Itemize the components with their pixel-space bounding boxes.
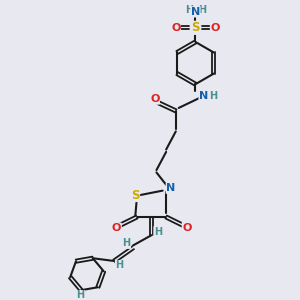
- Text: H: H: [185, 5, 193, 15]
- Text: S: S: [131, 188, 140, 202]
- Text: N: N: [191, 7, 200, 17]
- Text: N: N: [166, 183, 176, 193]
- Text: H: H: [198, 5, 206, 15]
- Text: O: O: [210, 23, 220, 33]
- Text: O: O: [182, 223, 192, 232]
- Text: N: N: [199, 91, 208, 101]
- Text: H: H: [116, 260, 124, 270]
- Text: H: H: [154, 227, 162, 237]
- Text: H: H: [209, 91, 217, 101]
- Text: H: H: [122, 238, 130, 248]
- Text: S: S: [191, 21, 200, 34]
- Text: H: H: [76, 290, 85, 300]
- Text: O: O: [112, 223, 121, 233]
- Text: O: O: [171, 23, 181, 33]
- Text: O: O: [150, 94, 159, 104]
